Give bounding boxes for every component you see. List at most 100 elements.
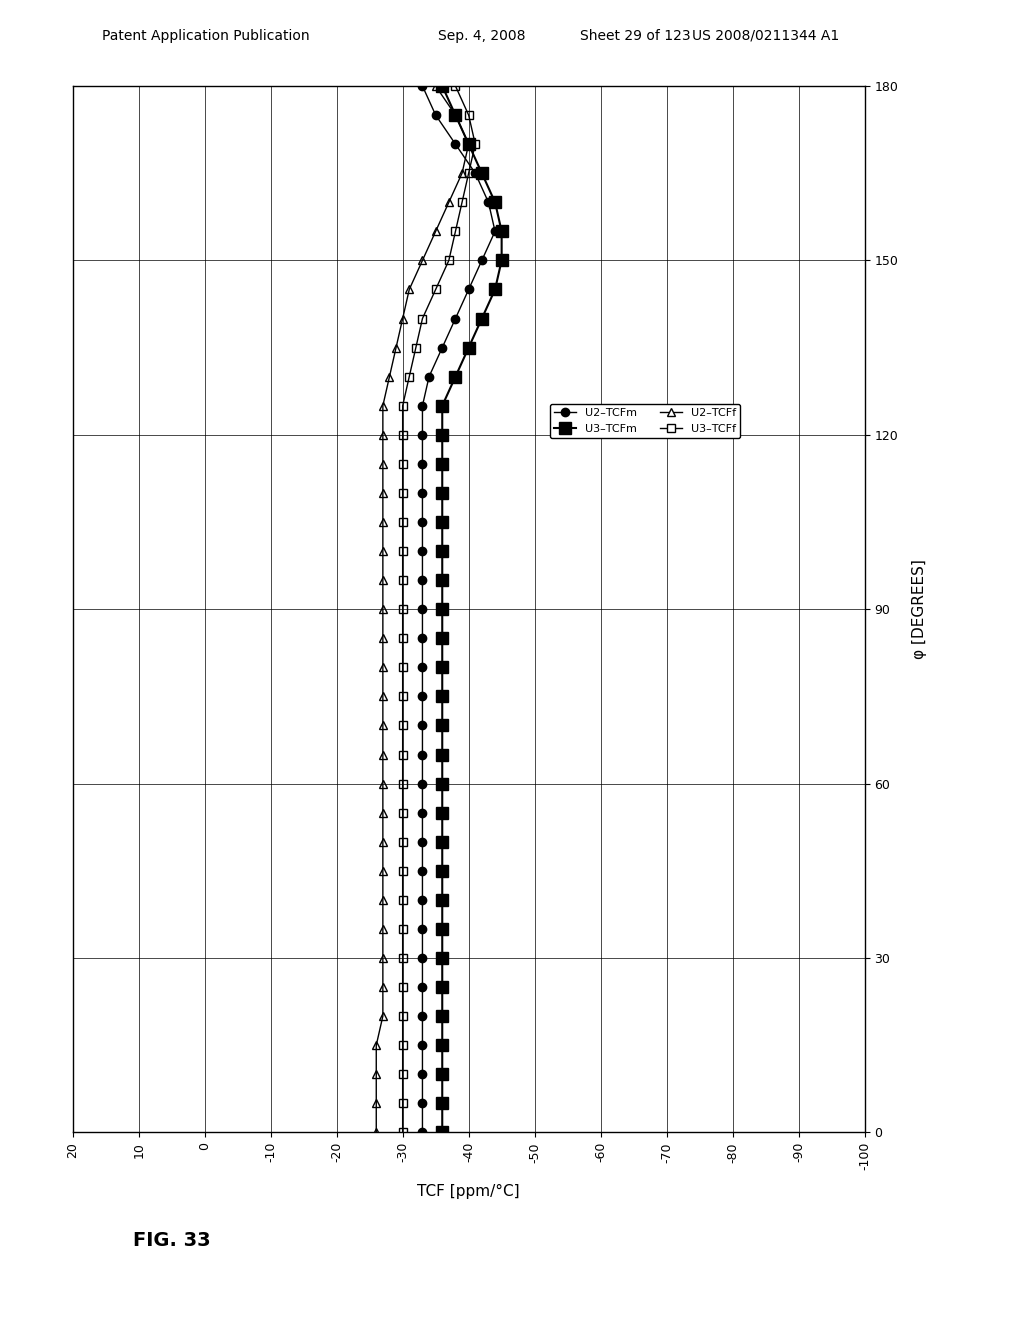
→ U3–TCFf bbox=[396, 513, 409, 529]
→ U2–TCFf bbox=[377, 455, 389, 471]
→ U3–TCFf bbox=[463, 165, 475, 181]
→ U2–TCFf bbox=[377, 484, 389, 500]
→ U2–TCFf bbox=[456, 165, 468, 181]
→ U3–TCFm bbox=[476, 310, 488, 326]
→ U3–TCFm bbox=[450, 368, 462, 384]
→ U3–TCFf bbox=[396, 979, 409, 995]
→ U3–TCFf bbox=[456, 194, 468, 210]
→ U2–TCFm bbox=[417, 950, 429, 966]
→ U3–TCFm bbox=[436, 455, 449, 471]
→ U2–TCFf bbox=[377, 776, 389, 792]
→ U2–TCFf bbox=[377, 631, 389, 647]
→ U3–TCFm bbox=[496, 252, 508, 268]
→ U2–TCFm bbox=[417, 397, 429, 413]
→ U2–TCFf bbox=[377, 543, 389, 558]
→ U2–TCFm bbox=[450, 310, 462, 326]
→ U3–TCFf bbox=[396, 660, 409, 676]
→ U2–TCFm bbox=[417, 1038, 429, 1053]
→ U3–TCFf bbox=[403, 368, 416, 384]
→ U3–TCFf bbox=[450, 223, 462, 239]
→ U3–TCFm bbox=[450, 107, 462, 123]
→ U2–TCFm bbox=[417, 78, 429, 94]
→ U3–TCFm bbox=[436, 921, 449, 937]
→ U2–TCFm bbox=[417, 513, 429, 529]
→ U3–TCFm bbox=[436, 1038, 449, 1053]
→ U2–TCFm bbox=[476, 252, 488, 268]
→ U3–TCFf bbox=[442, 252, 455, 268]
→ U3–TCFf bbox=[410, 339, 422, 355]
→ U2–TCFf bbox=[377, 1008, 389, 1024]
→ U2–TCFf bbox=[390, 339, 402, 355]
→ U3–TCFf bbox=[396, 572, 409, 587]
→ U2–TCFf bbox=[370, 1038, 382, 1053]
→ U2–TCFf bbox=[370, 1096, 382, 1111]
X-axis label: TCF [ppm/°C]: TCF [ppm/°C] bbox=[418, 1184, 520, 1200]
Line: → U3–TCFf: → U3–TCFf bbox=[398, 82, 479, 1137]
→ U3–TCFf bbox=[396, 1038, 409, 1053]
→ U3–TCFm bbox=[463, 136, 475, 152]
→ U2–TCFf bbox=[429, 78, 441, 94]
→ U2–TCFm bbox=[463, 281, 475, 297]
→ U3–TCFf bbox=[396, 834, 409, 850]
→ U3–TCFm bbox=[436, 78, 449, 94]
→ U3–TCFf bbox=[396, 921, 409, 937]
→ U3–TCFf bbox=[463, 107, 475, 123]
→ U2–TCFf bbox=[377, 397, 389, 413]
→ U2–TCFm bbox=[417, 572, 429, 587]
→ U2–TCFf bbox=[396, 310, 409, 326]
→ U2–TCFf bbox=[377, 950, 389, 966]
→ U2–TCFf bbox=[377, 921, 389, 937]
Line: → U3–TCFm: → U3–TCFm bbox=[436, 81, 507, 1138]
→ U2–TCFf bbox=[377, 834, 389, 850]
→ U3–TCFm bbox=[488, 281, 501, 297]
→ U3–TCFm bbox=[496, 223, 508, 239]
→ U2–TCFf bbox=[442, 194, 455, 210]
→ U2–TCFm bbox=[482, 194, 495, 210]
→ U2–TCFm bbox=[417, 892, 429, 908]
→ U3–TCFm bbox=[436, 805, 449, 821]
→ U3–TCFm bbox=[463, 339, 475, 355]
→ U2–TCFm bbox=[436, 339, 449, 355]
→ U2–TCFf bbox=[377, 747, 389, 763]
Text: Sheet 29 of 123: Sheet 29 of 123 bbox=[580, 29, 690, 42]
→ U3–TCFf bbox=[396, 805, 409, 821]
→ U3–TCFf bbox=[396, 1125, 409, 1140]
→ U3–TCFm bbox=[488, 194, 501, 210]
Text: FIG. 33: FIG. 33 bbox=[133, 1232, 211, 1250]
→ U3–TCFf bbox=[396, 1067, 409, 1082]
→ U2–TCFf bbox=[417, 252, 429, 268]
→ U2–TCFm bbox=[417, 805, 429, 821]
→ U3–TCFf bbox=[469, 136, 481, 152]
→ U2–TCFm bbox=[417, 426, 429, 442]
→ U2–TCFm bbox=[417, 660, 429, 676]
→ U2–TCFm bbox=[417, 921, 429, 937]
→ U3–TCFf bbox=[396, 543, 409, 558]
→ U2–TCFm bbox=[417, 747, 429, 763]
→ U2–TCFf bbox=[377, 718, 389, 734]
→ U3–TCFf bbox=[396, 863, 409, 879]
→ U2–TCFf bbox=[370, 1125, 382, 1140]
→ U2–TCFf bbox=[377, 979, 389, 995]
Text: Sep. 4, 2008: Sep. 4, 2008 bbox=[437, 29, 525, 42]
→ U2–TCFm bbox=[417, 689, 429, 705]
→ U2–TCFf bbox=[377, 602, 389, 618]
Legend: U2–TCFm, U3–TCFm, U2–TCFf, U3–TCFf: U2–TCFm, U3–TCFm, U2–TCFf, U3–TCFf bbox=[550, 404, 740, 438]
→ U3–TCFf bbox=[396, 631, 409, 647]
→ U3–TCFf bbox=[396, 776, 409, 792]
→ U3–TCFf bbox=[396, 1096, 409, 1111]
Line: → U2–TCFf: → U2–TCFf bbox=[372, 82, 473, 1137]
→ U2–TCFm bbox=[488, 223, 501, 239]
→ U2–TCFm bbox=[469, 165, 481, 181]
→ U3–TCFm bbox=[436, 572, 449, 587]
→ U3–TCFf bbox=[429, 281, 441, 297]
→ U2–TCFf bbox=[370, 1067, 382, 1082]
→ U3–TCFm bbox=[436, 513, 449, 529]
→ U3–TCFf bbox=[417, 310, 429, 326]
→ U2–TCFm bbox=[417, 484, 429, 500]
→ U3–TCFm bbox=[436, 484, 449, 500]
→ U2–TCFm bbox=[417, 834, 429, 850]
→ U3–TCFm bbox=[436, 660, 449, 676]
→ U2–TCFf bbox=[377, 805, 389, 821]
Y-axis label: φ [DEGREES]: φ [DEGREES] bbox=[912, 560, 927, 659]
→ U2–TCFm bbox=[417, 776, 429, 792]
